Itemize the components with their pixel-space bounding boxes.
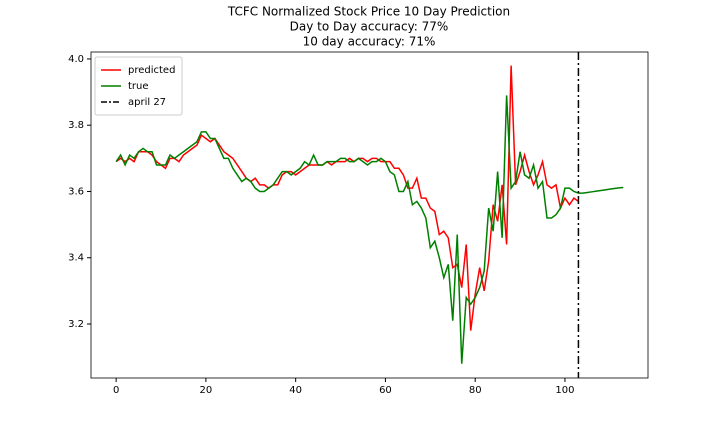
legend-label: true: [128, 81, 149, 92]
legend-box: [94, 56, 183, 116]
chart-title: 10 day accuracy: 71%: [303, 35, 436, 49]
y-tick-label: 3.2: [68, 319, 84, 330]
plot-frame: [90, 51, 649, 379]
x-tick-label: 60: [379, 385, 392, 396]
x-tick-label: 80: [469, 385, 482, 396]
x-tick-label: 0: [113, 385, 119, 396]
series-line: [115, 65, 579, 331]
x-tick-label: 20: [200, 385, 213, 396]
series-line: [115, 95, 624, 364]
x-tick-label: 100: [555, 385, 574, 396]
legend-label: predicted: [128, 65, 175, 76]
x-tick-label: 40: [289, 385, 302, 396]
y-tick-label: 3.6: [68, 186, 84, 197]
legend-label: april 27: [128, 97, 166, 108]
y-tick-label: 3.4: [68, 253, 84, 264]
chart-title: Day to Day accuracy: 77%: [290, 20, 449, 34]
y-tick-label: 4.0: [68, 54, 84, 65]
y-tick-label: 3.8: [68, 120, 84, 131]
chart-title: TCFC Normalized Stock Price 10 Day Predi…: [227, 5, 510, 19]
